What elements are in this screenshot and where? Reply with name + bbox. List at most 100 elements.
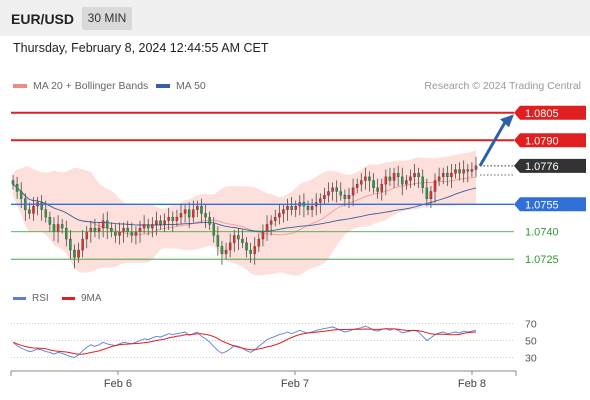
candle-body [429,191,433,199]
candle-body [417,173,420,178]
candle-body [474,165,478,170]
candle-body [290,205,293,210]
candle-body [77,249,80,258]
level-label-1.0776: 1.0776 [525,161,559,173]
candle-body [392,173,396,181]
rsi-line [12,325,477,358]
candle-body [273,216,277,221]
candle-body [196,205,199,210]
candle-body [208,216,211,225]
candle-body [200,205,203,214]
candle-body [171,216,175,221]
candle-body [126,227,129,232]
candle-body [253,246,256,254]
candle-body [368,176,371,181]
candle-body [413,173,416,178]
candle-body [163,220,166,225]
candle-body [73,249,76,258]
candle-body [28,209,31,214]
candle-body [118,231,121,236]
candle-body [15,184,19,192]
candle-body [81,238,84,251]
candle-body [421,176,424,188]
candle-body [224,249,228,254]
candle-body [388,176,392,181]
candle-body [343,194,347,199]
ma20-swatch [13,84,27,89]
candle-body [233,235,236,243]
level-tag-1.0805 [514,105,586,120]
candle-body [376,187,379,192]
rsi-ma-swatch [62,296,75,300]
candle-body [437,176,441,181]
candle-body [405,180,408,185]
candle-body [159,220,162,225]
candle-body [192,209,195,218]
ma50-swatch [156,84,170,89]
chart-datetime: Thursday, February 8, 2024 12:44:55 AM C… [13,41,269,55]
candle-body [212,224,216,236]
candle-body [446,173,449,178]
candle-body [114,231,117,236]
candle-body [52,224,56,232]
candle-body [44,209,48,218]
legend-ma50: MA 50 [156,80,206,92]
candle-body [441,173,445,178]
candle-body [32,205,35,214]
ma50-line [12,183,477,232]
candle-body [327,191,330,196]
candle-body [97,227,101,232]
candle-body [204,213,207,218]
legend-rsi-ma: 9MA [62,293,102,304]
candle-body [278,213,281,218]
candle-body [425,187,429,199]
candle-body [155,220,158,225]
rsi-ma-label: 9MA [81,293,102,304]
level-label-1.0790: 1.0790 [525,135,559,147]
candle-body [65,227,68,240]
candle-body [458,169,461,174]
candle-body [433,180,437,192]
candle-body [101,220,105,229]
candle-body [130,231,134,236]
rsi-tick-50: 50 [525,336,537,348]
candle-body [355,184,359,188]
candle-body [396,173,400,178]
rsi-tick-70: 70 [525,319,537,331]
candle-body [319,198,322,203]
candle-body [179,213,183,218]
candle-body [167,216,170,221]
candle-body [306,205,310,210]
level-tag-1.0790 [514,133,586,148]
candle-body [110,227,113,232]
candle-body [183,209,187,214]
candle-body [466,169,470,172]
rsi-ma-line [12,328,477,355]
candle-body [360,180,363,185]
candle-body [454,169,457,174]
candle-body [134,231,138,236]
candle-body [175,216,179,221]
forecast-arrow-head [500,114,514,128]
timeframe-badge[interactable]: 30 MIN [82,7,132,30]
legend-ma20: MA 20 + Bollinger Bands [13,80,148,92]
candle-body [286,205,289,210]
candle-body [294,205,297,210]
candle-body [237,235,240,240]
rsi-swatch [13,296,26,300]
candle-body [245,242,248,251]
candle-body [323,194,326,199]
level-label-1.0805: 1.0805 [525,108,559,120]
candle-body [261,231,265,240]
candle-body [93,227,97,232]
candle-body [380,184,384,192]
candle-body [257,238,261,247]
candle-body [347,194,351,199]
candle-body [85,231,89,240]
candle-body [216,235,220,247]
candle-body [310,205,314,210]
level-tag-1.0755 [514,197,586,212]
candle-body [400,176,404,185]
symbol-label[interactable]: EUR/USD [11,11,75,27]
